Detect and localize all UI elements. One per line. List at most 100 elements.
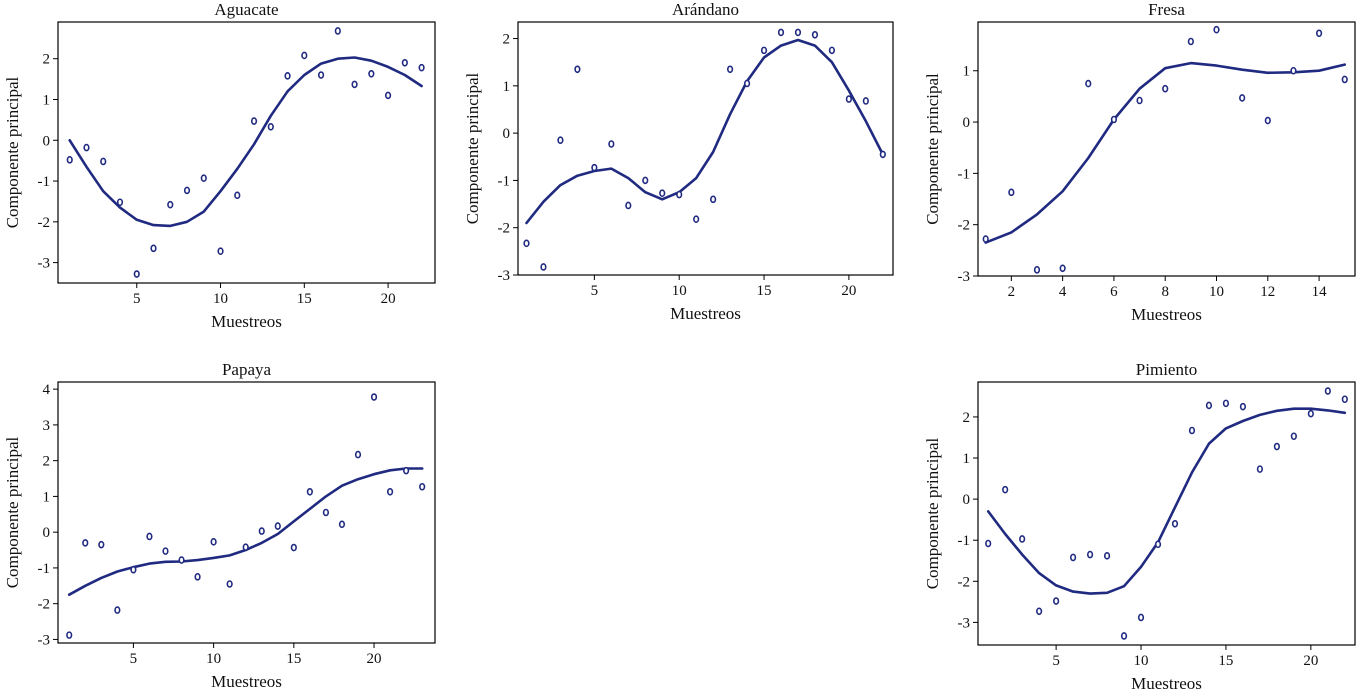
data-point [250,117,258,125]
x-axis-label: Muestreos [670,304,741,323]
data-point [162,547,169,555]
data-point [727,65,734,74]
y-tick-label: -1 [38,174,51,190]
x-tick-label: 5 [591,283,599,299]
x-tick-label: 15 [757,283,772,299]
data-point [194,573,201,581]
x-axis-label: Muestreos [211,312,282,331]
data-point [625,201,632,210]
data-point [591,163,598,172]
y-tick-label: -3 [38,256,51,272]
y-tick-label: 0 [503,126,511,142]
data-point [608,140,615,148]
x-tick-label: 5 [1052,653,1060,669]
data-point [234,191,241,200]
y-tick-label: 2 [43,454,51,470]
data-point [1103,552,1111,560]
data-point [1341,75,1348,84]
data-point [133,270,140,278]
data-point [1086,550,1094,559]
data-point [1033,266,1041,274]
y-tick-label: -1 [38,561,51,577]
data-point [743,79,751,88]
data-point [862,97,869,105]
data-point [114,606,121,614]
data-point [574,65,581,74]
data-point [146,532,153,541]
x-tick-label: 10 [1134,653,1149,669]
x-tick-label: 20 [367,651,382,667]
data-point [401,58,408,67]
data-point [1205,401,1213,410]
data-point [1059,264,1066,273]
y-axis-label: Componente principal [463,72,482,224]
x-tick-label: 5 [130,651,138,667]
data-point [418,63,425,72]
data-point [1085,79,1092,88]
data-point [66,156,73,164]
y-tick-label: -3 [958,269,971,285]
chart-title: Papaya [222,360,272,379]
y-tick-label: -3 [498,268,511,284]
y-axis-label: Componente principal [3,436,22,588]
data-point [66,631,73,639]
data-point [845,95,852,103]
x-tick-label: 20 [1303,653,1318,669]
smooth-line [68,56,423,228]
data-point [659,189,666,197]
data-point [130,565,137,574]
chart-title: Arándano [672,0,739,19]
data-point [150,244,157,253]
panel-fresa: Fresa 2 4 6 8 10 12 14 -3 -2 -1 0 1 Muestreos Componen… [923,0,1356,324]
smooth-line [67,467,424,597]
data-point [82,539,89,547]
data-point [1053,597,1060,605]
data-point [322,508,330,517]
data-point [1307,409,1314,418]
smooth-line [984,61,1346,244]
data-point [384,91,392,100]
y-tick-label: -3 [958,615,971,631]
data-point [301,51,308,60]
data-point [242,543,249,551]
plot-frame [517,21,894,276]
data-point [317,71,325,79]
data-point [676,190,683,199]
x-tick-label: 10 [672,283,687,299]
data-point [811,30,819,39]
data-point [354,450,362,459]
data-point [1154,540,1162,549]
y-axis-label: Componente principal [3,76,22,228]
data-point [1273,442,1280,451]
y-tick-label: 1 [963,64,971,80]
data-point [284,72,291,80]
x-tick-label: 10 [213,291,228,307]
data-point [83,143,90,152]
smooth-line [525,38,885,225]
data-point [985,539,992,548]
data-point [386,487,394,496]
chart-title: Pimiento [1136,360,1197,379]
panel-pimiento: Pimiento 5 10 15 20 -3 -2 -1 0 1 2 Muestreos Compone… [923,360,1356,693]
x-axis-label: Muestreos [1131,305,1202,324]
data-point [1213,25,1220,34]
data-point [1264,116,1271,125]
data-point [1036,607,1043,616]
y-tick-label: -2 [38,215,51,231]
y-axis-label: Componente principal [923,437,942,589]
data-point [1256,465,1264,473]
data-point [1290,432,1297,441]
chart-title: Fresa [1148,0,1185,19]
x-tick-label: 15 [1218,653,1233,669]
x-axis-label: Muestreos [1131,674,1202,693]
x-tick-label: 2 [1008,284,1016,300]
data-point [1239,402,1247,411]
y-axis-label: Componente principal [923,73,942,225]
data-point [1171,519,1179,528]
smooth-line [986,407,1347,595]
x-tick-label: 15 [286,651,301,667]
data-point [334,27,341,35]
plot-frame [57,381,436,644]
plot-frame [977,21,1356,277]
data-point [368,69,375,78]
